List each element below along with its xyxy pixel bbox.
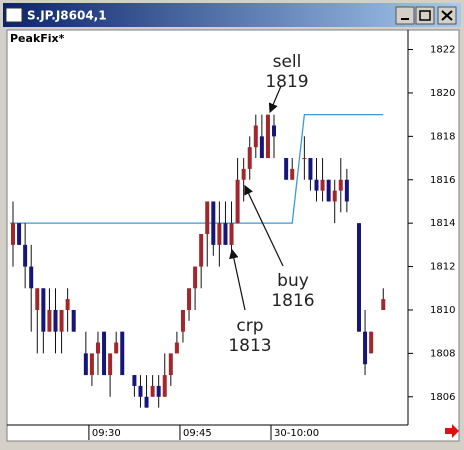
- candle-body: [308, 158, 313, 180]
- candle-body: [132, 375, 137, 386]
- y-tick-label: 1808: [430, 348, 455, 359]
- candle-body: [235, 179, 240, 224]
- candle-body: [326, 179, 331, 202]
- maximize-button[interactable]: [415, 6, 435, 25]
- candle-body: [369, 331, 374, 354]
- title-bar: [3, 3, 461, 27]
- candle-body: [381, 299, 386, 310]
- candle-body: [23, 244, 28, 267]
- candle-body: [217, 223, 222, 245]
- y-tick-label: 1810: [430, 305, 455, 316]
- candle-body: [211, 201, 216, 245]
- y-tick-label: 1812: [430, 262, 455, 273]
- annotation-value: 1816: [271, 291, 314, 311]
- candle-body: [83, 353, 88, 376]
- candle-body: [95, 342, 100, 354]
- annotation-value: 1819: [265, 72, 308, 92]
- annotation-text: crp: [236, 316, 263, 336]
- plot: 1806 1808 1810 1812 1814 1816 1818 1820 1822 09:3…: [10, 45, 455, 440]
- annotation-arrow: [229, 248, 246, 311]
- y-tick-label: 1806: [430, 392, 455, 403]
- annotation-arrow: [244, 184, 284, 267]
- annotation-text: buy: [277, 271, 309, 291]
- annotation-arrow: [268, 85, 282, 114]
- candle-body: [114, 342, 119, 354]
- candle-body: [144, 396, 149, 408]
- y-tick-label: 1818: [430, 131, 455, 142]
- candle-body: [259, 136, 264, 159]
- candle-body: [108, 353, 113, 376]
- candle-body: [174, 342, 179, 354]
- candle-body: [363, 331, 368, 365]
- candle-body: [47, 309, 52, 332]
- candle-body: [35, 288, 40, 310]
- candle-body: [11, 223, 15, 245]
- candle-body: [53, 309, 58, 332]
- study-label: PeakFix*: [10, 32, 65, 45]
- app-icon: [5, 7, 23, 23]
- candle-body: [338, 179, 343, 191]
- candle-body: [65, 299, 70, 310]
- candle-body: [193, 266, 198, 289]
- candle-body: [150, 385, 155, 397]
- window-buttons[interactable]: [395, 6, 457, 25]
- icon: [419, 10, 431, 21]
- candle-body: [120, 331, 125, 376]
- candle-body: [223, 223, 228, 245]
- candle-body: [156, 385, 161, 397]
- candle-body: [314, 179, 319, 191]
- candle-body: [71, 309, 76, 332]
- candle-body: [265, 114, 270, 159]
- candle-body: [332, 190, 337, 202]
- icon: [441, 10, 453, 21]
- candle-body: [162, 375, 167, 397]
- candle-body: [168, 353, 173, 376]
- candle-body: [138, 385, 143, 397]
- y-tick-label: 1816: [430, 175, 455, 186]
- candle-body: [187, 288, 192, 310]
- candle-body: [205, 201, 210, 235]
- candle-body: [229, 223, 234, 245]
- candle-body: [302, 158, 307, 160]
- signal-line: [10, 113, 384, 224]
- candle-body: [247, 147, 252, 169]
- candle-body: [59, 309, 64, 332]
- candle-body: [290, 168, 295, 180]
- x-tick-label: 09:30: [92, 428, 121, 439]
- candle-body: [199, 234, 204, 267]
- candle-body: [180, 309, 185, 332]
- candle-body: [102, 331, 107, 376]
- y-tick-label: 1814: [430, 218, 455, 229]
- candle-body: [344, 179, 349, 202]
- candle-body: [89, 353, 94, 376]
- candle-body: [284, 158, 289, 180]
- window-title: S.JP.J8604,1: [27, 9, 107, 23]
- candle-body: [356, 223, 361, 332]
- annotation-text: sell: [273, 52, 302, 72]
- candle-body: [320, 179, 325, 191]
- candle-body: [29, 266, 34, 289]
- candle-body: [41, 288, 46, 332]
- candle-body: [272, 125, 277, 137]
- annotation-value: 1813: [228, 336, 271, 356]
- minimize-button[interactable]: [395, 6, 415, 25]
- candle-body: [241, 168, 246, 180]
- y-tick-label: 1822: [430, 45, 455, 56]
- x-tick-label: 09:45: [183, 428, 212, 439]
- candle-body: [17, 223, 22, 245]
- scroll-arrow[interactable]: [445, 424, 459, 438]
- candle-body: [253, 125, 258, 148]
- y-tick-label: 1820: [430, 88, 455, 99]
- x-tick-label: 30-10:00: [274, 428, 319, 439]
